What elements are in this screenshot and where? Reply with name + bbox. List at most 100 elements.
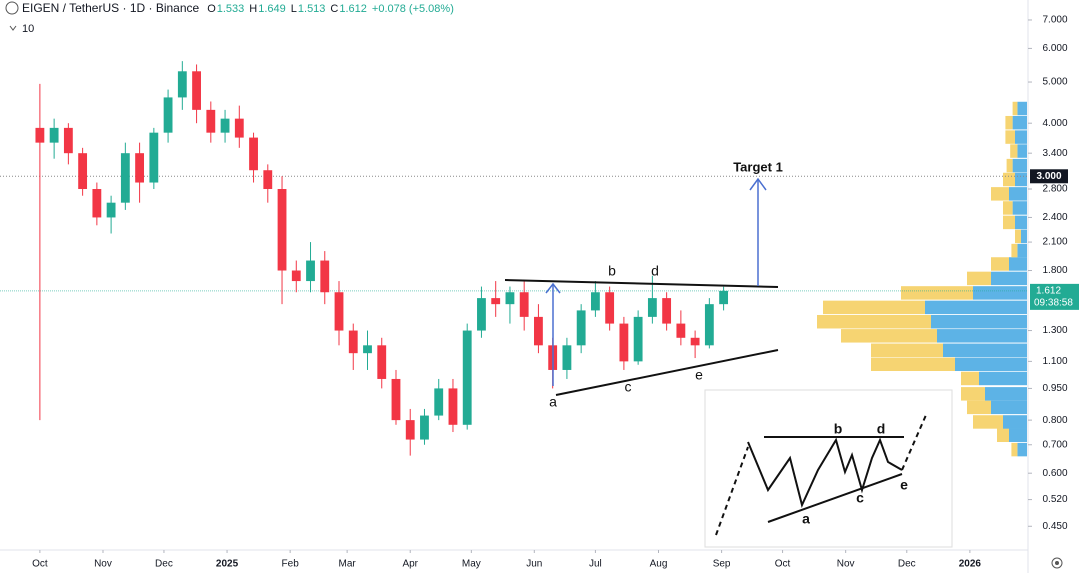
- volume-up: [1015, 215, 1027, 230]
- target-label: Target 1: [733, 159, 783, 174]
- inset-label: e: [900, 477, 908, 493]
- volume-up: [985, 387, 1027, 401]
- candle-body: [334, 292, 344, 331]
- volume-up: [1003, 415, 1027, 429]
- volume-down: [1003, 172, 1015, 187]
- candle-body: [562, 345, 572, 370]
- candle-body: [519, 292, 529, 317]
- ohlc-legend: O 1.533 H 1.649 L 1.513 C 1.612 +0.078 (+5.08%): [207, 3, 454, 15]
- inset-label: c: [856, 490, 864, 506]
- candle-body: [690, 337, 700, 346]
- candle-body: [377, 345, 387, 379]
- last-price-box: [1030, 283, 1079, 310]
- x-tick-label: Jun: [526, 559, 542, 570]
- volume-up: [1017, 442, 1027, 457]
- x-tick-label: Oct: [32, 559, 48, 570]
- arrows: [545, 177, 767, 386]
- volume-down: [991, 187, 1009, 201]
- inset-frame: [704, 389, 953, 548]
- ohlc-label: H: [249, 3, 257, 15]
- volume-up: [931, 314, 1027, 329]
- volume-down: [1005, 130, 1015, 144]
- candle-body: [704, 304, 714, 346]
- volume-down: [871, 357, 955, 371]
- candle-body: [348, 330, 358, 354]
- y-tick-label: 0.520: [1042, 494, 1067, 505]
- volume-down: [967, 400, 991, 415]
- candle-body: [662, 298, 672, 324]
- volume-up: [1017, 144, 1027, 158]
- candle-body: [306, 260, 315, 282]
- volume-up: [1012, 158, 1027, 173]
- x-tick-label: Dec: [898, 559, 916, 570]
- candle-body: [719, 290, 729, 305]
- y-tick-label: 2.800: [1042, 184, 1067, 195]
- volume-down: [871, 343, 943, 358]
- y-tick-label: 0.800: [1042, 415, 1067, 426]
- volume-down: [901, 286, 973, 300]
- candle-body: [647, 298, 657, 317]
- y-tick-label: 0.950: [1042, 383, 1067, 394]
- candle-body: [605, 292, 615, 324]
- volume-down: [1011, 243, 1018, 258]
- ohlc-value: 1.533: [217, 3, 245, 15]
- candle-body: [149, 132, 159, 183]
- symbol-icon: [5, 1, 19, 15]
- candle-body: [120, 153, 130, 203]
- wave-label: b: [608, 263, 616, 279]
- candle-body: [163, 97, 173, 133]
- candles: [35, 61, 729, 456]
- ohlc-value: 1.649: [258, 3, 286, 15]
- volume-up: [1009, 187, 1027, 201]
- x-tick-label: Dec: [155, 559, 173, 570]
- inset-dash: [715, 446, 749, 536]
- support-line: [555, 349, 779, 396]
- triangle-pattern: [504, 279, 779, 396]
- volume-down: [1015, 229, 1021, 244]
- candle-body: [462, 330, 472, 425]
- candle-body: [619, 323, 629, 362]
- y-tick-label: 2.100: [1042, 237, 1067, 248]
- volume-profile: [817, 101, 1027, 457]
- volume-down: [961, 387, 985, 401]
- candle-body: [177, 71, 187, 98]
- arrow-head: [749, 177, 767, 191]
- candle-body: [505, 292, 515, 305]
- volume-up: [955, 357, 1027, 371]
- y-tick-label: 6.000: [1042, 43, 1067, 54]
- volume-down: [1011, 442, 1018, 457]
- candle-body: [590, 292, 600, 311]
- inset-zigzag: [747, 437, 903, 508]
- inset-label: d: [877, 421, 886, 437]
- y-tick-label: 7.000: [1042, 15, 1067, 26]
- x-tick-label: Feb: [282, 559, 300, 570]
- x-tick-label: 2026: [959, 559, 982, 570]
- y-tick-label: 0.450: [1042, 521, 1067, 532]
- candle-body: [448, 388, 458, 425]
- x-tick-label: Nov: [94, 559, 112, 570]
- x-tick-label: May: [462, 559, 481, 570]
- candle-body: [135, 153, 145, 183]
- candle-body: [49, 127, 59, 143]
- settings-icon[interactable]: [1051, 557, 1063, 569]
- inset-label: a: [802, 511, 810, 527]
- y-tick-label: 0.700: [1042, 439, 1067, 450]
- volume-up: [937, 329, 1027, 343]
- candle-body: [477, 298, 486, 331]
- ohlc-value: 1.612: [339, 3, 367, 15]
- reference-lines: [0, 175, 1027, 292]
- target-price-label: 3.000: [1036, 171, 1061, 182]
- volume-up: [943, 343, 1027, 358]
- candle-body: [78, 153, 88, 190]
- volume-down: [991, 257, 1009, 271]
- volume-down: [1003, 215, 1015, 230]
- y-tick-label: 5.000: [1042, 77, 1067, 88]
- inset: a b c d e: [704, 389, 953, 548]
- x-tick-label: Sep: [713, 559, 731, 570]
- arrow-head: [545, 282, 561, 294]
- candle-body: [363, 345, 372, 354]
- y-tick-label: 1.100: [1042, 356, 1067, 367]
- wave-label: e: [695, 367, 703, 383]
- y-tick-label: 2.400: [1042, 212, 1067, 223]
